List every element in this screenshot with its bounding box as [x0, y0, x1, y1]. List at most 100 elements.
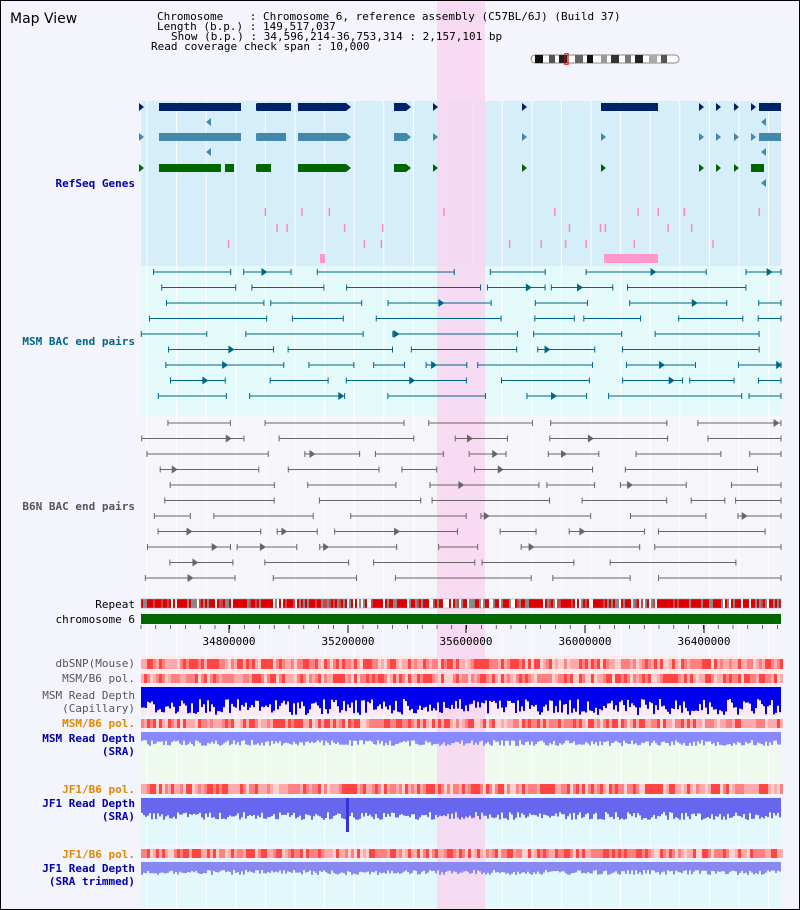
gene-exon[interactable] [759, 103, 781, 111]
gene-strand-marker[interactable] [699, 133, 704, 141]
gene-strand-marker[interactable] [699, 164, 704, 172]
gene-strand-marker[interactable] [139, 103, 144, 111]
gene-strand-marker[interactable] [406, 103, 411, 111]
chromosome-ideogram[interactable] [529, 53, 681, 65]
gene-strand-marker[interactable] [406, 133, 411, 141]
gene-strand-marker[interactable] [761, 179, 766, 187]
gene-strand-marker[interactable] [716, 164, 721, 172]
gene-exon[interactable] [759, 133, 781, 141]
gene-strand-marker[interactable] [256, 133, 261, 141]
msm-read-depth-sra-label[interactable]: MSM Read Depth [42, 732, 135, 745]
gene-strand-marker[interactable] [139, 164, 144, 172]
gene-strand-marker[interactable] [751, 103, 756, 111]
gene-exon[interactable] [298, 103, 346, 111]
repeat-track[interactable] [140, 598, 782, 609]
gene-strand-marker[interactable] [406, 164, 411, 172]
gene-exon[interactable] [159, 164, 221, 172]
gene-exon[interactable] [601, 103, 658, 111]
selected-region-highlight[interactable] [437, 1, 485, 909]
msm-b6-pol-label[interactable]: MSM/B6 pol. [62, 672, 135, 685]
msm-depth-sra-bar [497, 732, 499, 742]
msm-depth-cap-bar [591, 687, 593, 711]
jf1-read-depth-label[interactable]: JF1 Read Depth [42, 797, 135, 810]
dbsnp-label[interactable]: dbSNP(Mouse) [55, 657, 135, 670]
gene-exon[interactable] [394, 164, 406, 172]
repeat-bin [173, 599, 175, 608]
repeat-bin [667, 599, 669, 608]
gene-strand-marker[interactable] [761, 148, 766, 156]
gene-strand-marker[interactable] [699, 103, 704, 111]
gene-strand-marker[interactable] [601, 103, 606, 111]
gene-strand-marker[interactable] [734, 133, 739, 141]
msm-depth-cap-bar [569, 687, 571, 701]
jf1-depth-trim-bar [383, 862, 385, 873]
gene-strand-marker[interactable] [206, 133, 211, 141]
gene-strand-marker[interactable] [346, 103, 351, 111]
jf1-depth-trim-bar [305, 862, 307, 873]
jf1-depth-bar [599, 798, 601, 820]
gene-strand-marker[interactable] [522, 133, 527, 141]
gene-strand-marker[interactable] [433, 133, 438, 141]
jf1-depth-bar [227, 798, 229, 818]
gene-exon[interactable] [751, 164, 764, 172]
msm-read-depth-capillary-label[interactable]: MSM Read Depth [42, 689, 135, 702]
gene-strand-marker[interactable] [734, 103, 739, 111]
msm-b6-pol-2-bin [510, 719, 513, 728]
b6n-bac-label[interactable]: B6N BAC end pairs [22, 500, 135, 513]
gene-strand-marker[interactable] [346, 164, 351, 172]
repeat-bin [563, 599, 565, 608]
msm-b6-pol-bin [780, 674, 783, 683]
jf1-b6-pol-2-bin [756, 849, 759, 858]
chromosome-bar[interactable] [141, 614, 781, 624]
gene-strand-marker[interactable] [433, 103, 438, 111]
gene-strand-marker[interactable] [206, 164, 211, 172]
gene-strand-marker[interactable] [734, 164, 739, 172]
repeat-bin [387, 599, 389, 608]
jf1-b6-pol-label-2[interactable]: JF1/B6 pol. [62, 848, 135, 861]
msm-bac-label[interactable]: MSM BAC end pairs [22, 335, 135, 348]
gene-strand-marker[interactable] [716, 133, 721, 141]
refseq-genes-label[interactable]: RefSeq Genes [55, 177, 135, 190]
gene-strand-marker[interactable] [256, 164, 261, 172]
gene-strand-marker[interactable] [206, 148, 211, 156]
gene-exon[interactable] [298, 133, 346, 141]
gene-strand-marker[interactable] [206, 118, 211, 126]
gene-strand-marker[interactable] [751, 164, 756, 172]
gene-exon[interactable] [159, 133, 241, 141]
msm-b6-pol-bin [522, 674, 525, 683]
dbsnp-bin [327, 659, 330, 669]
gene-strand-marker[interactable] [346, 133, 351, 141]
gene-exon[interactable] [257, 164, 271, 172]
gene-strand-marker[interactable] [716, 103, 721, 111]
jf1-depth-trim-bar [299, 862, 301, 873]
msm-depth-sra-bar [697, 732, 699, 742]
gene-exon[interactable] [257, 133, 286, 141]
jf1-b6-pol-bin [258, 784, 261, 794]
jf1-read-depth-trimmed-label[interactable]: JF1 Read Depth [42, 862, 135, 875]
msm-b6-pol-label-2[interactable]: MSM/B6 pol. [62, 717, 135, 730]
gene-strand-marker[interactable] [522, 103, 527, 111]
gene-strand-marker[interactable] [256, 103, 261, 111]
jf1-depth-trim-bar [425, 862, 427, 874]
gene-exon[interactable] [225, 164, 234, 172]
jf1-depth-bar [451, 798, 453, 814]
gene-exon[interactable] [394, 133, 407, 141]
gene-exon[interactable] [394, 103, 406, 111]
gene-strand-marker[interactable] [751, 133, 756, 141]
jf1-b6-pol-label[interactable]: JF1/B6 pol. [62, 783, 135, 796]
gene-exon[interactable] [298, 164, 346, 172]
gene-strand-marker[interactable] [433, 164, 438, 172]
gene-exon[interactable] [257, 103, 291, 111]
repeat-bin [243, 599, 245, 608]
dbsnp-bin [228, 659, 231, 669]
gene-strand-marker[interactable] [206, 103, 211, 111]
msm-depth-cap-bar [183, 687, 185, 704]
gene-strand-marker[interactable] [522, 164, 527, 172]
gene-strand-marker[interactable] [139, 133, 144, 141]
gene-strand-marker[interactable] [601, 133, 606, 141]
gene-exon[interactable] [159, 103, 241, 111]
gene-strand-marker[interactable] [601, 164, 606, 172]
gene-strand-marker[interactable] [761, 118, 766, 126]
repeat-bin [601, 599, 603, 608]
